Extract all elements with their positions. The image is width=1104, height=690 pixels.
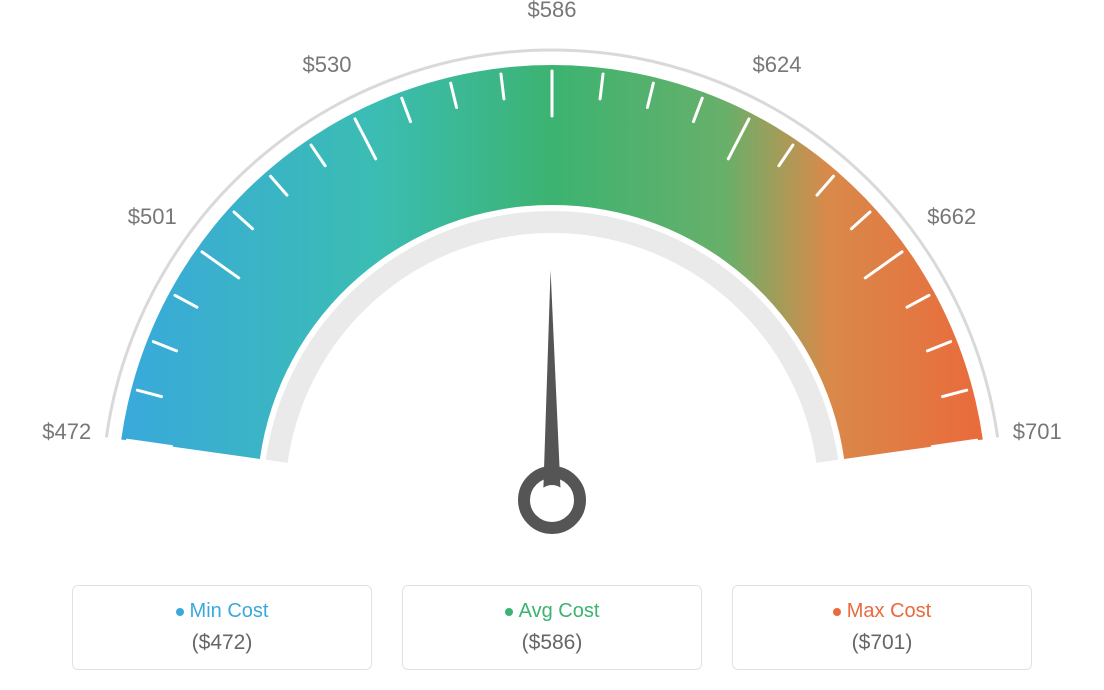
gauge-chart: $472 $501 $530 $586 $624 $662 $701	[0, 0, 1104, 560]
legend-avg: Avg Cost ($586)	[402, 585, 702, 670]
gauge-svg	[0, 0, 1104, 560]
gauge-tick-label: $662	[927, 204, 976, 230]
gauge-tick-label: $501	[128, 204, 177, 230]
legend-avg-title: Avg Cost	[421, 600, 683, 623]
legend-max-label: Max Cost	[847, 600, 931, 622]
gauge-tick-label: $586	[528, 0, 577, 23]
dot-min-icon	[176, 608, 184, 616]
gauge-tick-label: $624	[753, 52, 802, 78]
dot-avg-icon	[505, 608, 513, 616]
legend-max-title: Max Cost	[751, 600, 1013, 623]
legend-min-title: Min Cost	[91, 600, 353, 623]
gauge-tick-label: $472	[42, 419, 91, 445]
legend-max: Max Cost ($701)	[732, 585, 1032, 670]
legend-min: Min Cost ($472)	[72, 585, 372, 670]
gauge-tick-label: $701	[1013, 419, 1062, 445]
legend-avg-value: ($586)	[421, 631, 683, 655]
legend-max-value: ($701)	[751, 631, 1013, 655]
legend-row: Min Cost ($472) Avg Cost ($586) Max Cost…	[0, 585, 1104, 670]
dot-max-icon	[833, 608, 841, 616]
legend-min-value: ($472)	[91, 631, 353, 655]
legend-min-label: Min Cost	[190, 600, 269, 622]
gauge-tick-label: $530	[303, 52, 352, 78]
legend-avg-label: Avg Cost	[519, 600, 600, 622]
